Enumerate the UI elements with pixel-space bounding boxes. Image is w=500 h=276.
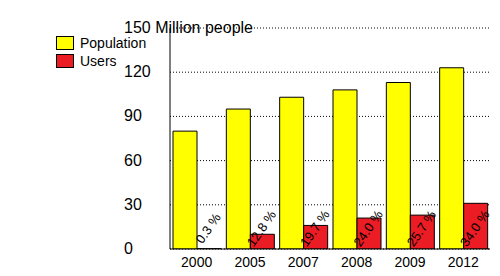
svg-text:25.7 %: 25.7 % [404,207,440,249]
svg-text:0: 0 [124,240,133,257]
svg-text:2009: 2009 [394,254,425,270]
svg-text:0.3 %: 0.3 % [192,210,224,246]
svg-text:2005: 2005 [234,254,265,270]
svg-text:2008: 2008 [341,254,372,270]
html-text:Users: Users [80,53,117,69]
svg-text:120: 120 [124,63,151,80]
svg-text:30: 30 [124,196,142,213]
svg-text:24.0 %: 24.0 % [350,207,386,249]
svg-text:60: 60 [124,152,142,169]
svg-text:2000: 2000 [181,254,212,270]
html-text:Population: Population [80,35,147,51]
svg-text:12.8 %: 12.8 % [244,207,280,249]
svg-text:150 Million people: 150 Million people [124,19,253,36]
svg-text:34.0 %: 34.0 % [457,207,492,249]
svg-text:2007: 2007 [288,254,319,270]
svg-text:19.7 %: 19.7 % [297,207,333,249]
svg-text:2012: 2012 [448,254,479,270]
svg-text:90: 90 [124,107,142,124]
